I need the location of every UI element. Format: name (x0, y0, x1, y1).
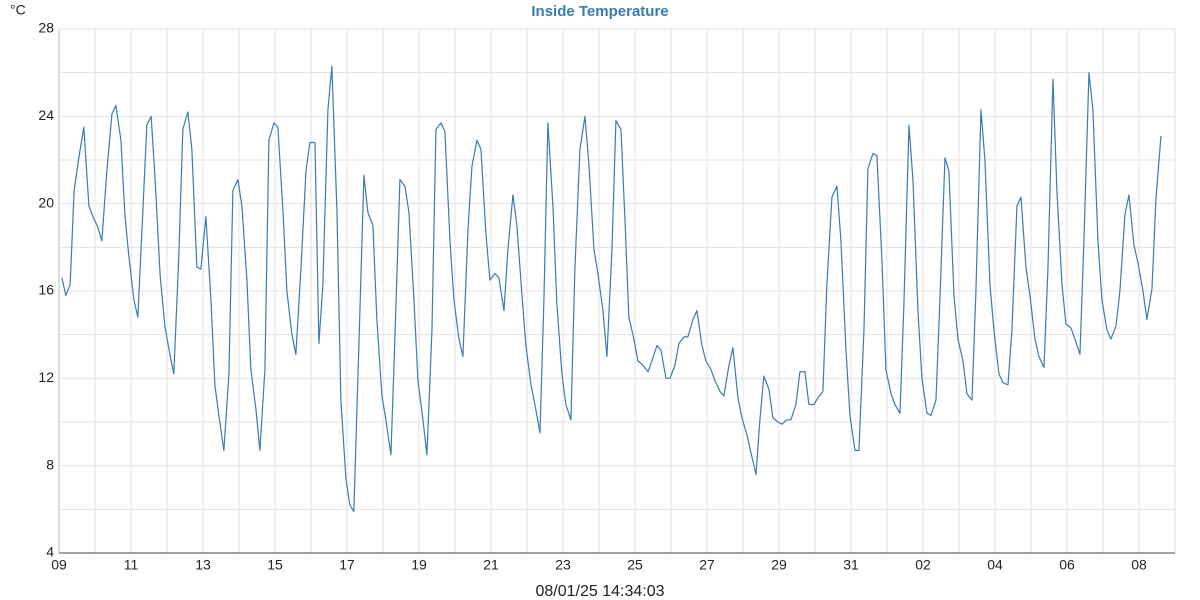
y-tick-label: 28 (38, 20, 54, 36)
y-tick-label: 16 (38, 282, 54, 298)
x-tick-label: 11 (124, 557, 139, 573)
x-tick-label: 04 (987, 557, 1003, 573)
line (61, 65, 1162, 513)
x-tick-label: 27 (699, 557, 715, 573)
y-axis-label: °C (10, 2, 26, 18)
x-tick-label: 17 (339, 557, 355, 573)
x-tick-label: 25 (627, 557, 643, 573)
x-tick-label: 13 (195, 557, 211, 573)
x-tick-label: 02 (915, 557, 931, 573)
x-tick-label: 06 (1059, 557, 1075, 573)
x-axis-label: 08/01/25 14:34:03 (535, 583, 664, 600)
x-tick-label: 15 (267, 557, 283, 573)
x-tick-label: 21 (483, 557, 499, 573)
x-tick-label: 29 (771, 557, 787, 573)
x-tick-label: 31 (843, 557, 859, 573)
x-tick-label: 09 (51, 557, 67, 573)
x-tick-label: 08 (1131, 557, 1147, 573)
chart-title: Inside Temperature (531, 3, 668, 20)
x-tick-label: 23 (555, 557, 571, 573)
y-tick-label: 12 (38, 369, 54, 385)
x-tick-label: 19 (411, 557, 427, 573)
y-tick-label: 24 (38, 107, 54, 123)
y-tick-label: 20 (38, 194, 54, 210)
y-tick-label: 8 (46, 456, 54, 472)
y-tick-label: 4 (46, 544, 54, 560)
